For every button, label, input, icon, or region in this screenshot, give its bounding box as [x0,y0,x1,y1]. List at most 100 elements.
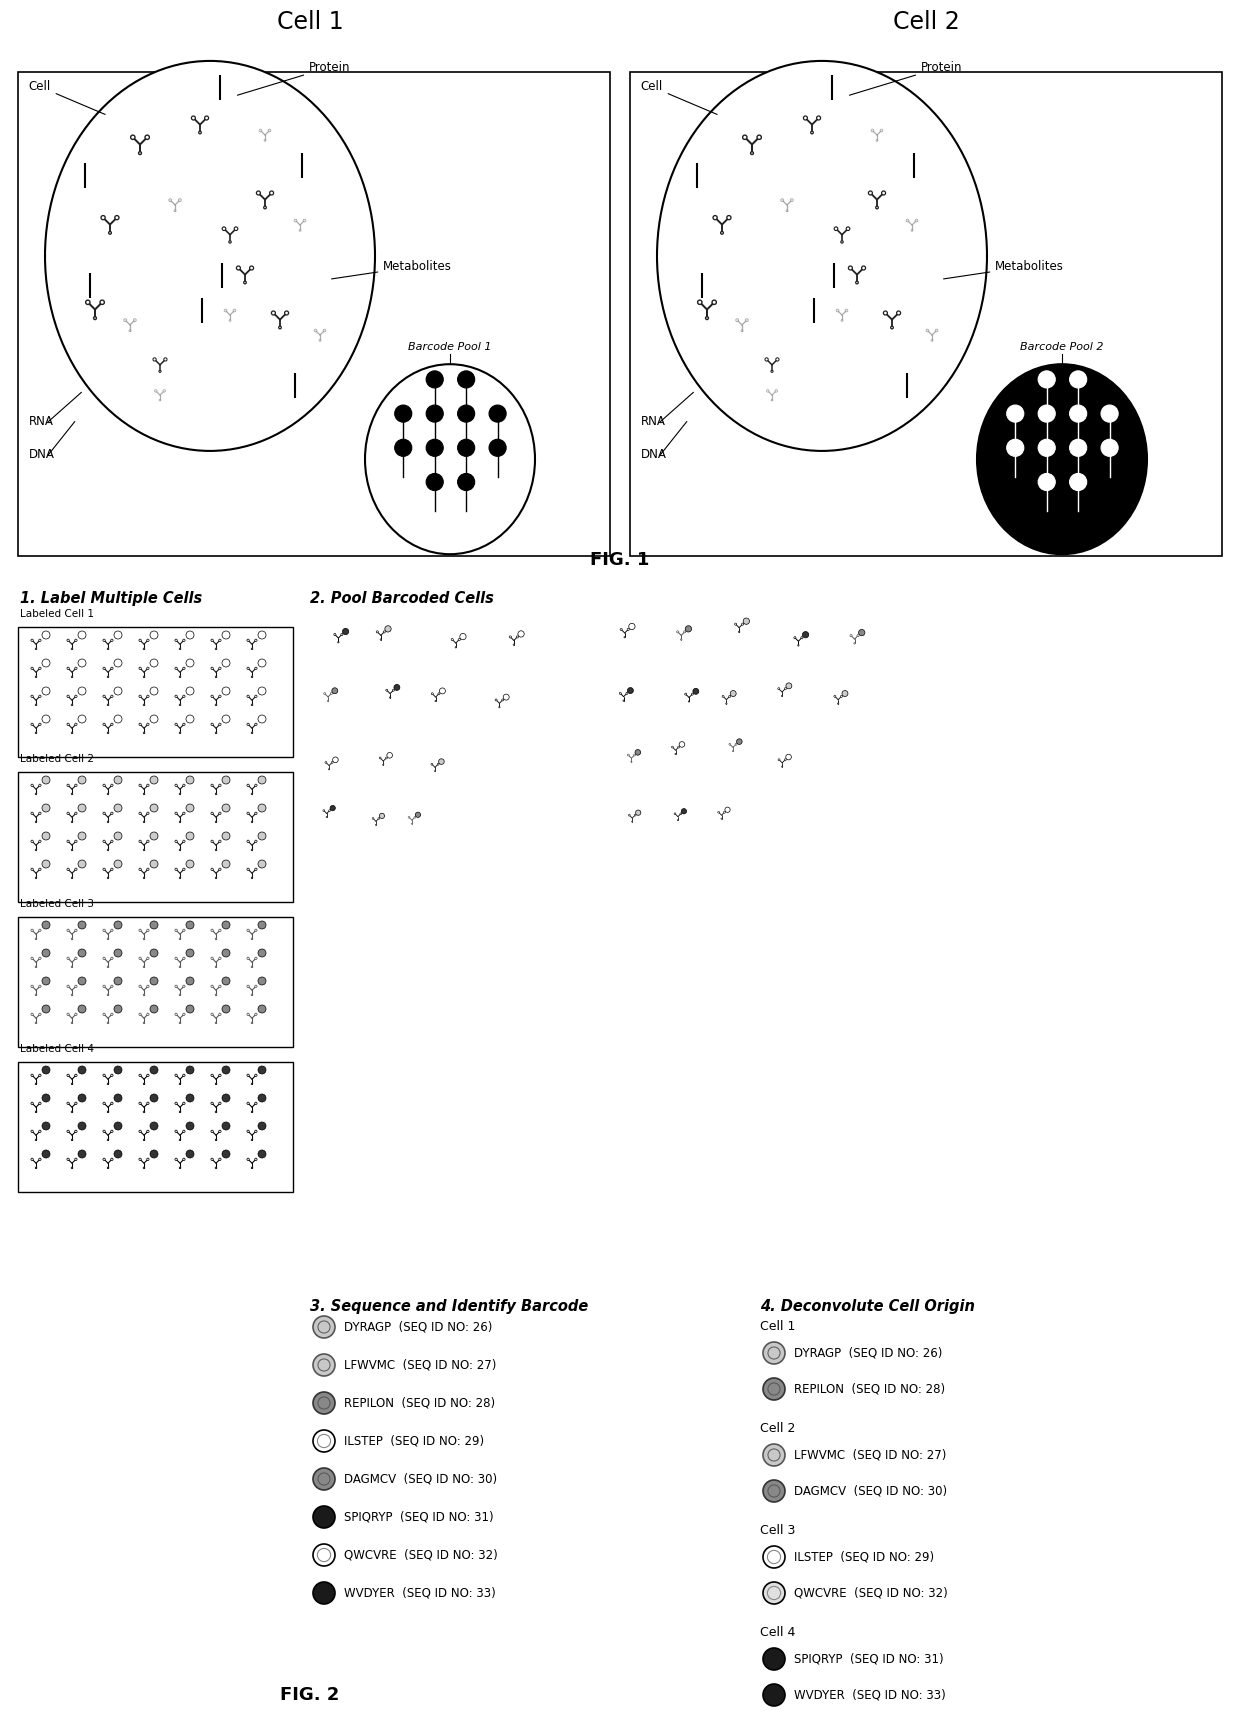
Text: LFWVMC  (SEQ ID NO: 27): LFWVMC (SEQ ID NO: 27) [343,1358,496,1372]
Circle shape [186,948,193,957]
Circle shape [735,744,737,746]
Circle shape [268,128,270,132]
Circle shape [191,116,196,120]
Circle shape [763,1647,785,1670]
Text: Barcode Pool 2: Barcode Pool 2 [1021,342,1104,352]
Circle shape [31,985,33,987]
Circle shape [211,812,213,815]
Circle shape [211,841,213,843]
Text: DNA: DNA [29,449,55,461]
Circle shape [303,218,306,222]
Circle shape [786,754,791,759]
Circle shape [186,832,193,839]
Circle shape [883,310,888,316]
Circle shape [150,777,157,784]
Circle shape [324,692,326,695]
Circle shape [1038,406,1055,421]
Circle shape [139,695,141,697]
Circle shape [254,640,257,642]
Circle shape [763,1547,785,1568]
Circle shape [312,1581,335,1604]
Circle shape [38,1103,41,1105]
Circle shape [186,921,193,929]
Circle shape [503,694,510,701]
Text: DAGMCV  (SEQ ID NO: 30): DAGMCV (SEQ ID NO: 30) [794,1484,947,1498]
Circle shape [38,784,41,787]
Ellipse shape [45,61,374,451]
Circle shape [31,723,33,725]
Circle shape [146,640,149,642]
Circle shape [244,281,247,284]
Circle shape [74,1131,77,1132]
Circle shape [686,626,692,631]
Circle shape [438,763,439,765]
Circle shape [1101,439,1118,456]
Circle shape [186,976,193,985]
Circle shape [319,340,321,342]
Circle shape [38,1158,41,1160]
Circle shape [38,723,41,725]
Circle shape [114,777,122,784]
Circle shape [247,1073,249,1077]
Circle shape [78,687,86,695]
Circle shape [114,687,122,695]
Circle shape [145,135,149,139]
Circle shape [376,631,378,633]
Circle shape [110,723,113,725]
Text: Labeled Cell 4: Labeled Cell 4 [20,1044,94,1054]
Circle shape [74,985,77,987]
Circle shape [222,976,229,985]
Circle shape [205,116,208,120]
Text: 3. Sequence and Identify Barcode: 3. Sequence and Identify Barcode [310,1299,588,1314]
Circle shape [841,695,842,697]
Circle shape [67,957,69,959]
Text: Cell 1: Cell 1 [760,1321,795,1333]
Circle shape [635,749,641,756]
Circle shape [1007,406,1024,421]
Circle shape [186,1006,193,1013]
Circle shape [42,1094,50,1103]
Circle shape [312,1507,335,1528]
Circle shape [785,688,786,690]
Circle shape [103,929,105,931]
Text: Labeled Cell 1: Labeled Cell 1 [20,609,94,619]
Circle shape [763,1444,785,1465]
Circle shape [174,210,176,212]
Circle shape [218,1013,221,1016]
Circle shape [1038,371,1055,388]
Circle shape [182,1103,185,1105]
Bar [19,73,610,557]
Circle shape [182,1158,185,1160]
Circle shape [150,1094,157,1103]
Circle shape [150,714,157,723]
Circle shape [247,841,249,843]
Circle shape [247,1131,249,1132]
Circle shape [415,812,420,817]
Circle shape [114,948,122,957]
Ellipse shape [657,61,987,451]
Circle shape [237,265,241,271]
Circle shape [858,629,864,636]
Circle shape [775,390,777,392]
Text: Protein: Protein [237,61,351,95]
Circle shape [67,723,69,725]
Circle shape [730,690,737,697]
Circle shape [74,1013,77,1016]
Circle shape [139,841,141,843]
Circle shape [146,812,149,815]
Circle shape [247,1103,249,1105]
Circle shape [222,948,229,957]
Circle shape [341,633,343,636]
Circle shape [727,215,730,220]
Circle shape [130,135,135,139]
Circle shape [765,357,769,361]
Polygon shape [802,175,811,184]
Polygon shape [942,340,951,350]
Circle shape [285,310,289,316]
Circle shape [42,777,50,784]
Polygon shape [928,276,936,284]
Polygon shape [260,106,269,114]
Circle shape [712,300,717,305]
Circle shape [394,439,412,456]
Text: QWCVRE  (SEQ ID NO: 32): QWCVRE (SEQ ID NO: 32) [343,1548,497,1562]
